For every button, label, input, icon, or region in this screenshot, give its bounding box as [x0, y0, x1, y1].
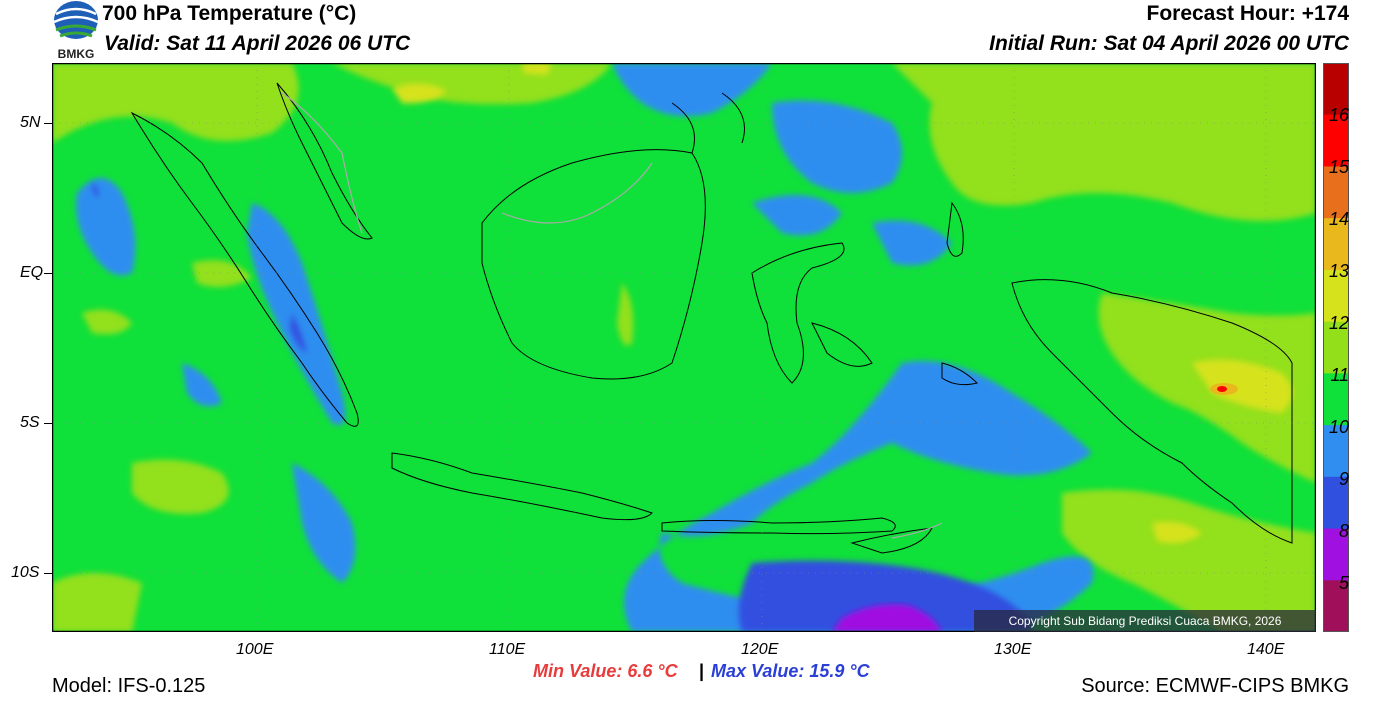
colorbar-segment — [1323, 321, 1349, 374]
colorbar-label: 9 — [1338, 469, 1349, 489]
colorbar-segment — [1323, 269, 1349, 323]
colorbar-label: 15 — [1328, 157, 1349, 177]
chart-title: 700 hPa Temperature (°C) — [102, 2, 357, 25]
colorbar-segment — [1323, 166, 1349, 219]
lon-label-120e: 120E — [741, 641, 779, 658]
initial-run: Initial Run: Sat 04 April 2026 00 UTC — [989, 32, 1349, 55]
min-value: Min Value: 6.6 °C — [533, 661, 678, 681]
lon-label-140e: 140E — [1247, 641, 1285, 658]
colorbar-segment — [1323, 218, 1349, 271]
colorbar-segment — [1323, 528, 1349, 581]
colorbar-label: 13 — [1328, 261, 1349, 281]
colorbar-label: 10 — [1328, 417, 1349, 437]
colorbar-segment — [1323, 114, 1349, 167]
colorbar-segment — [1323, 373, 1349, 426]
colorbar-label: 16 — [1328, 105, 1349, 125]
lat-tick — [44, 573, 52, 574]
colorbar-label: 8 — [1338, 521, 1349, 541]
lat-label-eq: EQ — [20, 264, 44, 281]
lon-label-100e: 100E — [236, 641, 274, 658]
source-label: Source: ECMWF-CIPS BMKG — [1081, 675, 1349, 697]
bmkg-logo: BMKG — [52, 0, 100, 62]
lon-label-130e: 130E — [994, 641, 1032, 658]
colorbar-segment — [1323, 580, 1349, 632]
max-value: Max Value: 15.9 °C — [711, 661, 870, 681]
model-label: Model: IFS-0.125 — [52, 675, 206, 697]
copyright-notice: Copyright Sub Bidang Prediksi Cuaca BMKG… — [974, 610, 1316, 632]
temperature-map — [52, 63, 1316, 632]
colorbar-segment — [1323, 63, 1349, 116]
lat-tick — [44, 423, 52, 424]
lon-label-110e: 110E — [489, 641, 526, 658]
lat-label-5s: 5S — [20, 414, 40, 431]
lat-label-5n: 5N — [20, 114, 41, 131]
lat-tick — [44, 123, 52, 124]
stats-separator: | — [699, 661, 705, 681]
forecast-hour: Forecast Hour: +174 — [1146, 2, 1350, 25]
lat-label-10s: 10S — [11, 564, 40, 581]
logo-text: BMKG — [58, 47, 95, 61]
colorbar-segment — [1323, 476, 1349, 530]
valid-time: Valid: Sat 11 April 2026 06 UTC — [104, 32, 411, 55]
lat-tick — [44, 273, 52, 274]
colorbar-segment — [1323, 425, 1349, 478]
colorbar-label: 11 — [1330, 365, 1349, 385]
colorbar-label: 14 — [1328, 209, 1349, 229]
colorbar-label: 5 — [1338, 573, 1349, 593]
color-scale-bar — [1323, 63, 1349, 632]
colorbar-label: 12 — [1328, 313, 1349, 333]
